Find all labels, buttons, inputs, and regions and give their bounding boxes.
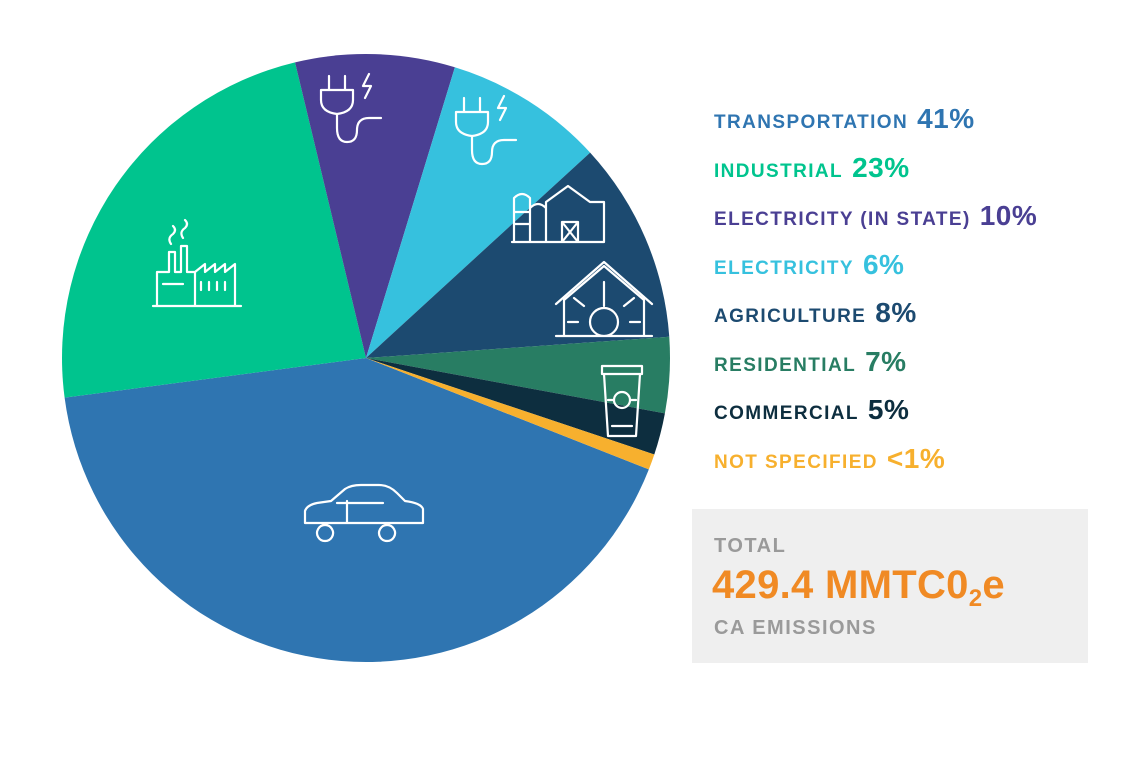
pie-slice-agriculture [366,152,670,358]
legend-item-electricity-in-state: ELECTRICITY (IN STATE) 10% [714,200,1114,249]
pie-slice-commercial [366,358,665,455]
legend-item-residential: RESIDENTIAL 7% [714,346,1114,395]
legend-value: 10% [979,200,1038,231]
pie-slice-electricity-in-state [295,54,455,359]
trash-bin-icon [600,364,644,438]
total-caption: CA EMISSIONS [714,617,877,639]
legend-value: 5% [867,394,910,425]
pie-slice-industrial [61,62,366,398]
factory-icon [151,218,243,308]
legend-value: 8% [875,297,917,328]
chart-legend: TRANSPORTATION 41% INDUSTRIAL 23% ELECTR… [714,103,1114,491]
pie-slice-not-specified [366,358,655,470]
legend-item-commercial: COMMERCIAL 5% [714,394,1114,443]
legend-value: 7% [865,345,907,377]
barn-silo-icon [510,184,606,244]
legend-value: 6% [862,248,905,280]
legend-item-agriculture: AGRICULTURE 8% [714,297,1114,346]
legend-label: NOT SPECIFIED [714,451,878,473]
legend-label: AGRICULTURE [714,306,867,327]
pie-slice-residential [366,336,671,414]
legend-label: COMMERCIAL [714,403,859,424]
legend-label: ELECTRICITY [714,257,854,279]
total-value-subscript: 2 [968,585,983,612]
legend-item-electricity: ELECTRICITY 6% [714,249,1114,298]
car-icon [303,483,425,543]
house-furnace-icon [554,260,654,338]
plug-icon [454,94,518,166]
legend-item-not-specified: NOT SPECIFIED <1% [714,443,1114,492]
legend-label: INDUSTRIAL [714,160,844,182]
total-value-suffix: e [982,563,1005,607]
legend-label: ELECTRICITY (IN STATE) [714,209,971,230]
plug-icon [319,72,383,144]
legend-value: 41% [917,103,975,134]
legend-value: 23% [852,151,910,183]
legend-item-industrial: INDUSTRIAL 23% [714,152,1114,201]
total-value-main: 429.4 MMTC0 [712,563,969,607]
total-label: TOTAL [714,535,787,557]
legend-item-transportation: TRANSPORTATION 41% [714,103,1114,152]
pie-slice-electricity [366,67,591,358]
legend-label: TRANSPORTATION [714,112,909,133]
emissions-pie-chart [61,54,671,662]
total-value: 429.4 MMTC02e [712,563,1005,613]
pie-slice-transportation [64,358,649,662]
legend-value: <1% [886,442,946,474]
total-emissions-box: TOTAL 429.4 MMTC02e CA EMISSIONS [692,509,1088,663]
legend-label: RESIDENTIAL [714,354,857,376]
